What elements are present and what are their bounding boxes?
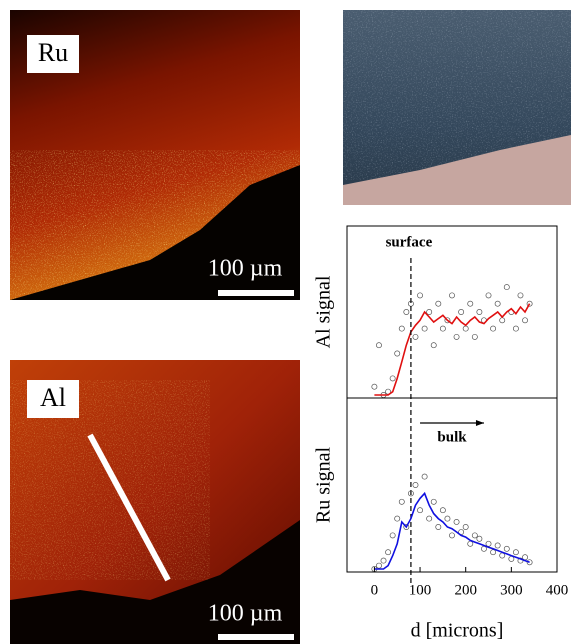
data-point (431, 499, 436, 504)
data-point (436, 524, 441, 529)
scale-bar-label: 100 µm (208, 601, 283, 627)
data-point (413, 482, 418, 487)
data-point (486, 293, 491, 298)
data-point (422, 326, 427, 331)
data-point (417, 508, 422, 513)
x-tick-label: 100 (409, 582, 432, 598)
data-point (518, 293, 523, 298)
data-point (372, 384, 377, 389)
data-point (445, 516, 450, 521)
data-point (522, 555, 527, 560)
data-point (486, 541, 491, 546)
x-axis-label: d [microns] (411, 620, 504, 642)
data-point (417, 293, 422, 298)
data-point (440, 326, 445, 331)
bulk-label: bulk (437, 429, 467, 445)
data-point (509, 556, 514, 561)
data-point (454, 334, 459, 339)
surface-label: surface (386, 234, 433, 250)
data-point (381, 558, 386, 563)
data-point (477, 309, 482, 314)
data-point (513, 550, 518, 555)
data-point (422, 474, 427, 479)
data-point (449, 293, 454, 298)
arrow-head (476, 420, 484, 426)
ru-map: Ru 100 µm (10, 10, 300, 300)
data-point (427, 516, 432, 521)
data-point (468, 541, 473, 546)
panel-label: Ru (38, 38, 68, 67)
data-point (468, 301, 473, 306)
signal-line (374, 493, 529, 569)
photo (343, 10, 571, 205)
data-point (395, 351, 400, 356)
x-tick-label: 300 (500, 582, 523, 598)
data-point (500, 553, 505, 558)
y-axis-label: Al signal (313, 275, 335, 348)
data-point (436, 301, 441, 306)
data-point (495, 543, 500, 548)
data-point (440, 508, 445, 513)
data-point (404, 309, 409, 314)
data-point (472, 334, 477, 339)
data-point (495, 301, 500, 306)
scale-bar-label: 100 µm (208, 256, 283, 282)
data-point (399, 499, 404, 504)
data-point (431, 343, 436, 348)
data-point (376, 343, 381, 348)
data-point (449, 533, 454, 538)
x-tick-label: 400 (546, 582, 569, 598)
data-point (490, 550, 495, 555)
data-point (454, 519, 459, 524)
data-point (385, 550, 390, 555)
data-point (459, 309, 464, 314)
data-point (504, 546, 509, 551)
data-point (463, 524, 468, 529)
data-point (522, 318, 527, 323)
figure: Ru 100 µm Al 100 µm Al signal surface Ru s… (0, 0, 584, 644)
x-tick-label: 0 (371, 582, 379, 598)
data-point (399, 326, 404, 331)
data-point (463, 326, 468, 331)
signal-line (374, 304, 529, 395)
data-point (390, 533, 395, 538)
data-point (504, 285, 509, 290)
data-point (500, 318, 505, 323)
data-point (477, 536, 482, 541)
plot-frame (347, 398, 557, 572)
data-point (513, 326, 518, 331)
panel-label: Al (40, 383, 66, 412)
y-axis-label: Ru signal (313, 447, 335, 524)
data-point (413, 334, 418, 339)
data-point (376, 563, 381, 568)
data-point (395, 516, 400, 521)
x-tick-label: 200 (454, 582, 477, 598)
data-point (490, 326, 495, 331)
data-point (390, 376, 395, 381)
al-map: Al 100 µm (10, 360, 300, 644)
data-point (472, 533, 477, 538)
